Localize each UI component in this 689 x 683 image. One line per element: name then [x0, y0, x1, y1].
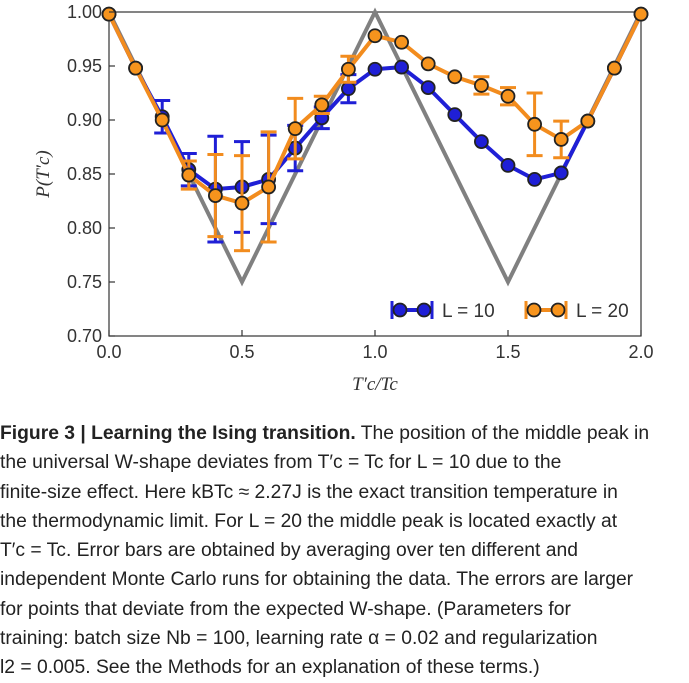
x-axis-label: T′c/Tc — [352, 374, 398, 395]
legend-marker — [416, 302, 432, 318]
y-tick-label: 0.75 — [67, 272, 102, 292]
plot-area — [101, 6, 649, 337]
data-point — [420, 80, 436, 95]
data-point — [473, 134, 489, 150]
series-l20 — [101, 6, 649, 253]
legend-marker — [392, 302, 408, 318]
caption-title-rest: The position of the middle peak in — [355, 423, 650, 444]
y-tick-label: 0.95 — [67, 56, 102, 76]
data-point — [527, 116, 542, 132]
data-point — [314, 97, 330, 113]
data-point — [367, 28, 383, 44]
caption-line: Figure 3 | Learning the Ising transition… — [0, 419, 686, 448]
caption-line: independent Monte Carlo runs for obtaini… — [0, 569, 634, 591]
caption-line: for points that deviate from the expecte… — [0, 598, 571, 620]
y-tick-label: 1.00 — [67, 2, 102, 22]
data-point — [101, 6, 117, 22]
data-point — [607, 60, 622, 76]
legend-item: L = 20 — [524, 301, 629, 322]
ideal-w-line — [107, 7, 643, 287]
data-point — [580, 113, 596, 129]
data-point — [394, 59, 410, 75]
caption-line: training: batch size Nb = 100, learning … — [0, 628, 598, 650]
data-point — [128, 60, 144, 76]
data-point — [394, 34, 410, 50]
legend-label: L = 20 — [576, 301, 629, 322]
data-point — [553, 165, 569, 181]
y-axis-ticks: 0.70 0.75 0.80 0.85 0.90 0.95 1.00 — [67, 2, 115, 346]
legend: L = 10 L = 20 — [390, 301, 629, 322]
y-axis-label: P(T′c) — [33, 150, 54, 198]
legend-label: L = 10 — [442, 301, 495, 322]
data-point — [287, 121, 303, 137]
x-tick-label: 0.5 — [229, 342, 254, 362]
x-tick-label: 1.5 — [495, 342, 520, 362]
data-point — [447, 69, 463, 85]
y-tick-label: 0.90 — [67, 110, 102, 130]
y-tick-label: 0.70 — [67, 326, 102, 346]
data-point — [527, 171, 542, 187]
legend-item: L = 10 — [390, 301, 495, 322]
caption-title: Figure 3 | Learning the Ising transition… — [0, 423, 356, 444]
data-point — [500, 157, 516, 173]
figure-caption: Figure 3 | Learning the Ising transition… — [0, 419, 686, 683]
legend-marker — [526, 302, 542, 318]
data-point — [154, 112, 170, 128]
data-point — [420, 56, 436, 72]
data-point — [207, 188, 223, 204]
y-tick-label: 0.85 — [67, 164, 102, 184]
x-tick-label: 1.0 — [362, 342, 387, 362]
caption-line: finite-size effect. Here kBTc ≈ 2.27J is… — [0, 481, 618, 503]
data-point — [261, 179, 277, 195]
y-tick-label: 0.80 — [67, 218, 102, 238]
caption-line: l2 = 0.005. See the Methods for an expla… — [0, 657, 540, 679]
data-point — [340, 81, 356, 97]
data-point — [473, 78, 489, 93]
data-point — [340, 61, 356, 77]
data-point — [500, 88, 516, 104]
legend-marker — [550, 302, 566, 318]
caption-line: the thermodynamic limit. For L = 20 the … — [0, 510, 618, 532]
x-axis-ticks: 0.0 0.5 1.0 1.5 2.0 — [96, 330, 654, 362]
caption-line: T′c = Tc. Error bars are obtained by ave… — [0, 540, 578, 562]
data-point — [633, 6, 649, 22]
caption-line: the universal W-shape deviates from T′c … — [0, 452, 562, 474]
x-tick-label: 0.0 — [96, 342, 121, 362]
data-point — [234, 195, 250, 211]
chart: 0.0 0.5 1.0 1.5 2.0 0.70 0.75 0.80 0.85 0.90 0.95… — [33, 2, 654, 395]
data-point — [553, 132, 569, 147]
data-point — [447, 107, 463, 122]
data-point — [181, 167, 197, 183]
data-point — [367, 61, 383, 77]
x-tick-label: 2.0 — [628, 342, 653, 362]
